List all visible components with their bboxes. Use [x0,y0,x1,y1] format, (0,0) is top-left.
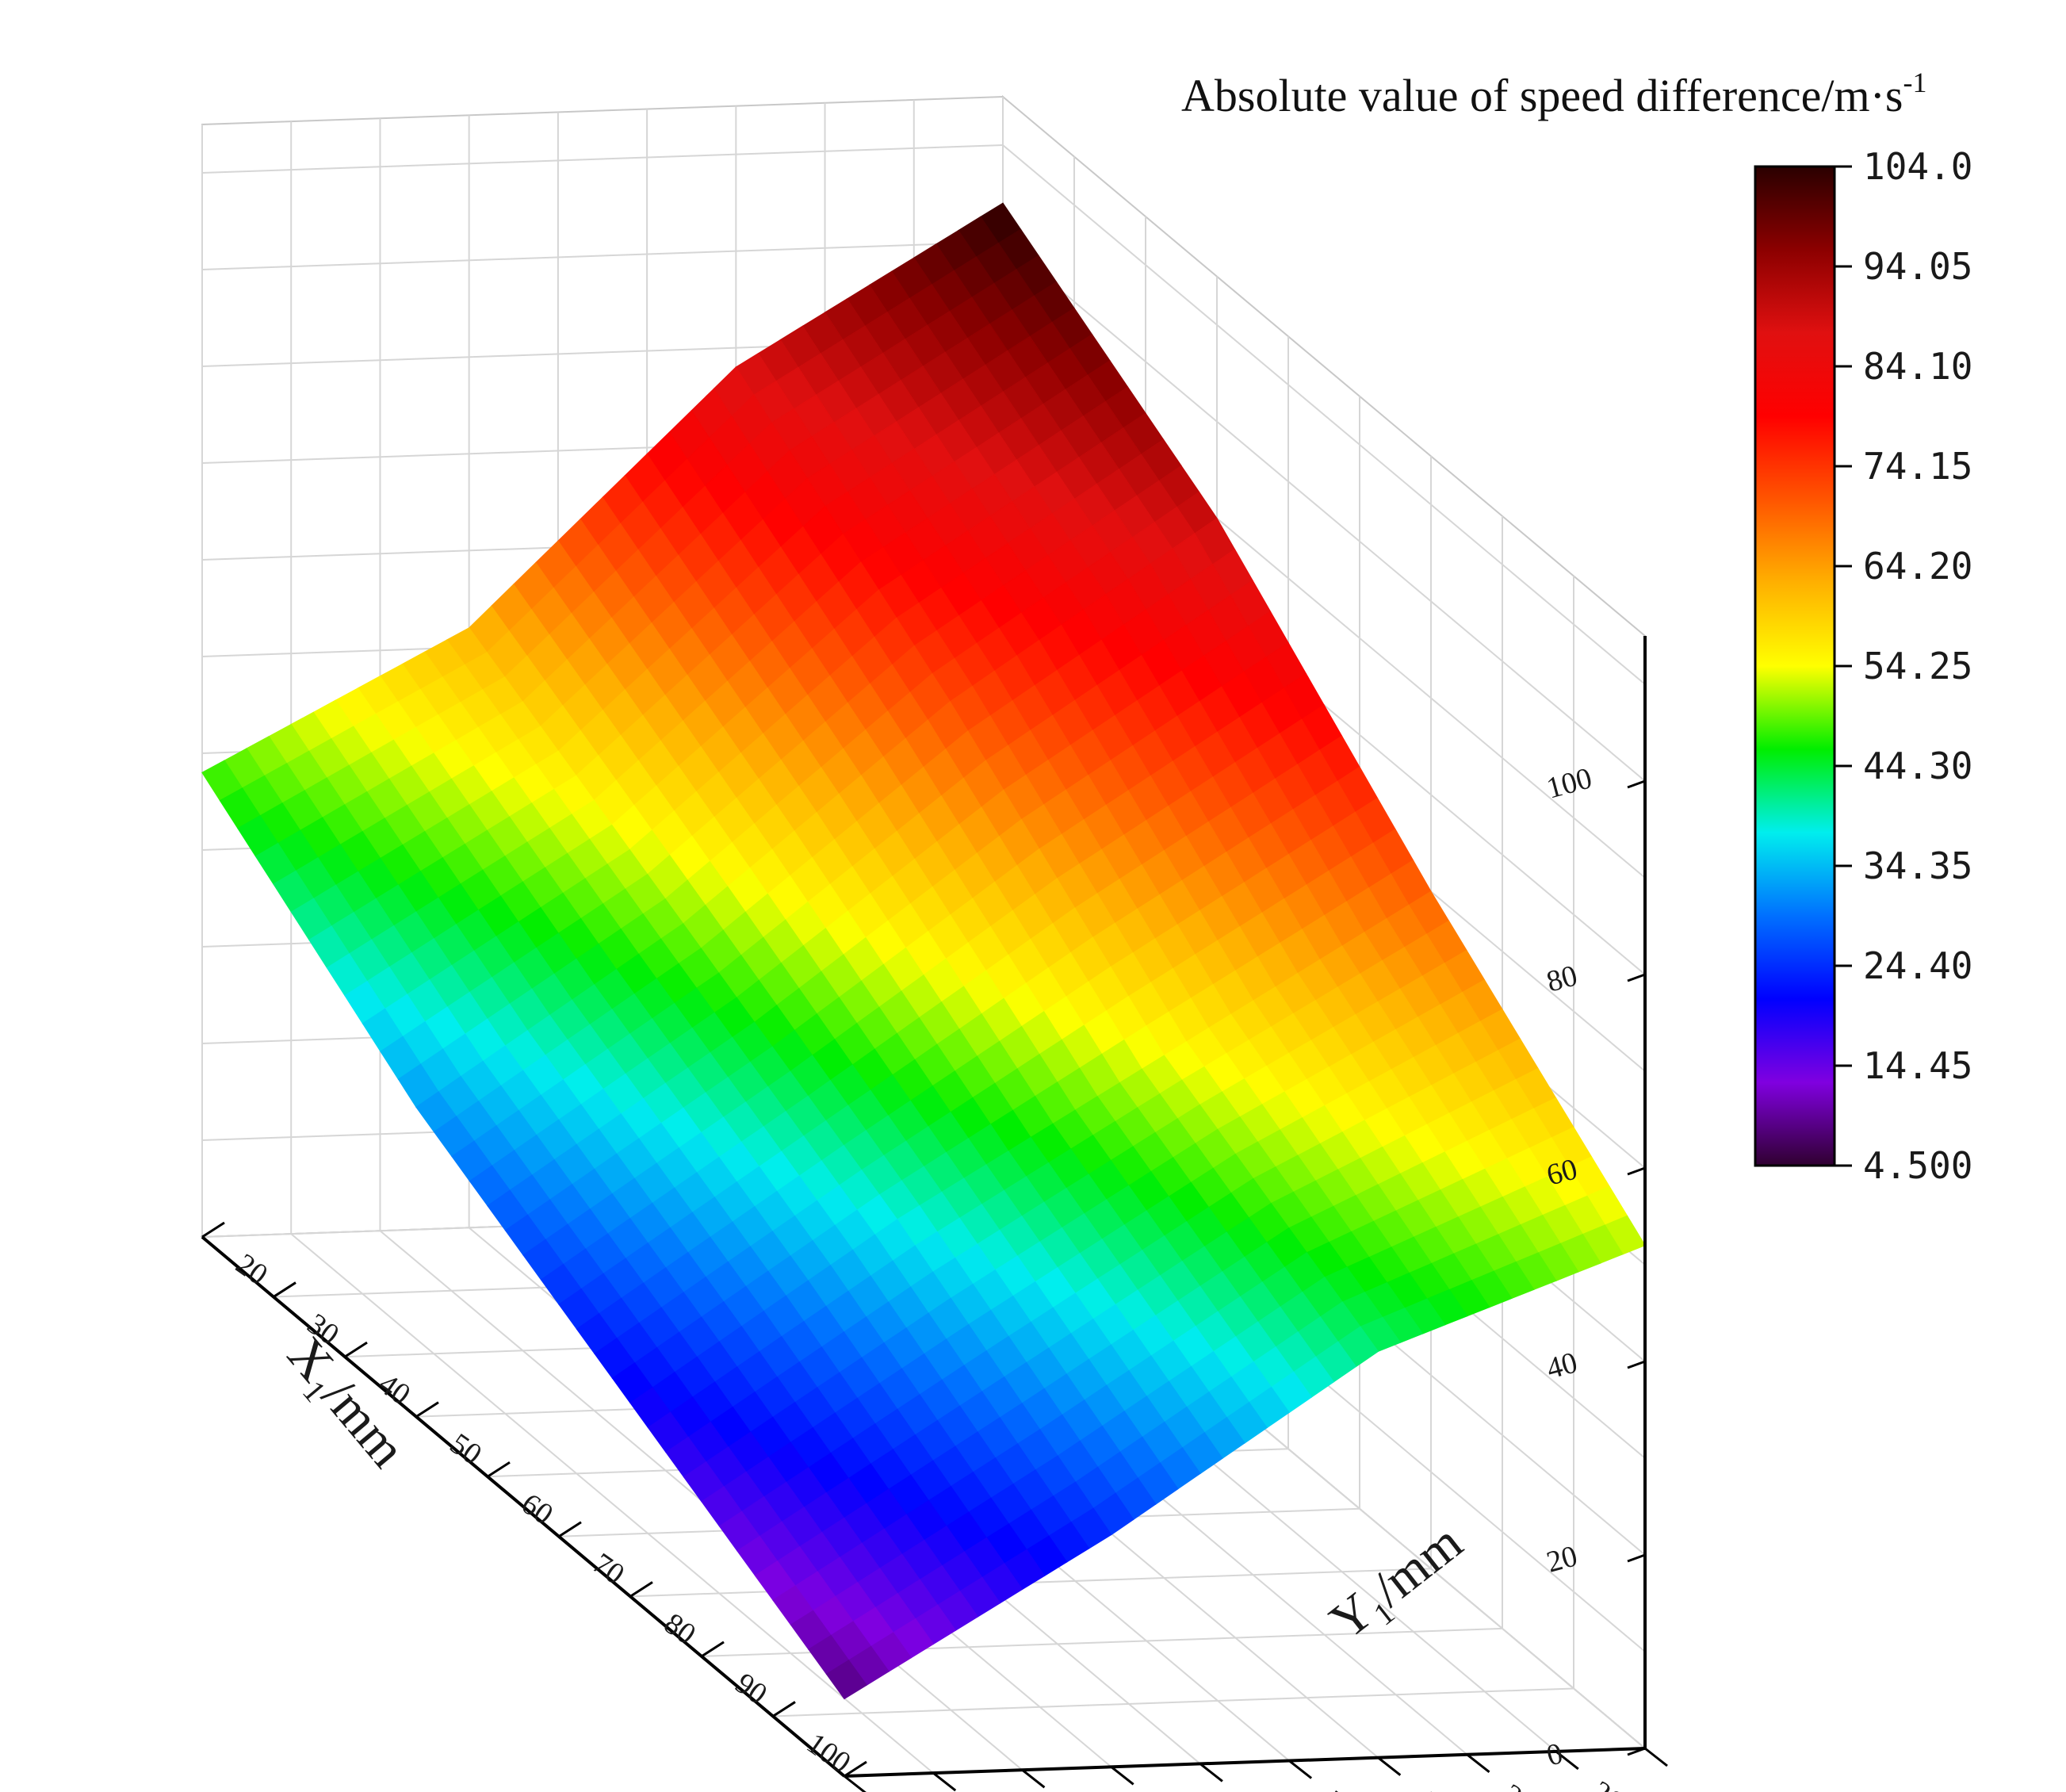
z-tick-mark [1627,1166,1646,1176]
x-tick-label: 60 [1230,1787,1273,1792]
y-tick-mark [701,1641,725,1658]
colorbar-tick-label: 44.30 [1863,745,1972,787]
y-tick-label: 110 [872,1786,928,1792]
colorbar-tick-label: 54.25 [1863,645,1972,687]
x-tick-label: 30 [1497,1778,1540,1792]
y-tick-mark [629,1581,653,1598]
x-tick-mark [1644,1747,1668,1767]
colorbar-gradient [1754,165,1836,1167]
x-tick-mark [1021,1769,1046,1789]
y-tick-mark [344,1341,368,1358]
y-tick-mark [772,1701,796,1717]
z-tick-mark [1627,779,1646,789]
x-tick-mark [1288,1759,1313,1779]
colorbar-tick-label: 24.40 [1863,944,1972,987]
colorbar-tick-label: 4.500 [1863,1144,1972,1187]
colorbar-tick-label: 84.10 [1863,345,1972,388]
wall-grid-line [1002,144,1646,685]
colorbar-ticks: 104.0 94.05 84.10 74.15 64.20 54.25 44.30 34.35… [1835,145,1972,1187]
axes [201,636,1647,1778]
x-tick-mark [1199,1763,1223,1782]
y-tick-mark [844,1760,867,1778]
surface-patch [825,1660,867,1700]
z-tick-mark [1627,1553,1646,1563]
colorbar-tick-label: 64.20 [1863,545,1972,588]
y-tick-mark [415,1401,439,1418]
x-tick-label: 70 [1141,1790,1184,1792]
y-tick-mark [558,1521,582,1538]
y-axis-line [201,1235,846,1778]
x-tick-mark [1555,1750,1579,1771]
y-tick-mark [487,1461,511,1478]
x-tick-mark [1466,1753,1490,1773]
x-tick-label: 40 [1407,1781,1451,1792]
x-tick-mark [1377,1756,1402,1776]
colorbar-tick-label: 104.0 [1863,145,1972,188]
wall-grid-line [1002,241,1646,782]
wall-grid-line [201,241,1004,270]
z-tick-mark [1627,1360,1646,1369]
x-tick-label: 20 [1586,1775,1629,1792]
surface [201,202,1646,1700]
x-tick-mark [1110,1766,1134,1786]
floor-grid-line [290,1233,934,1774]
colorbar-tick-label: 34.35 [1863,844,1972,887]
x-tick-mark [844,1775,867,1792]
x-tick-mark [932,1771,957,1792]
floor-grid-line [772,1687,1574,1717]
colorbar-tick-label: 94.05 [1863,245,1972,288]
x-axis-line [844,1747,1646,1778]
x-tick-label: 50 [1318,1784,1362,1792]
z-tick-mark [1627,1747,1646,1756]
y-tick-mark [201,1221,225,1239]
colorbar-title: Absolute value of speed difference/m·s-1 [1181,67,1927,121]
colorbar-tick-label: 14.45 [1863,1044,1972,1087]
z-tick-mark [1627,973,1646,982]
colorbar-tick-label: 74.15 [1863,445,1972,488]
wall-grid-line [201,144,1004,174]
colorbar-title-superscript: -1 [1903,67,1927,98]
colorbar: Absolute value of speed difference/m·s-1… [1181,67,1972,1187]
y-tick-mark [273,1281,297,1298]
